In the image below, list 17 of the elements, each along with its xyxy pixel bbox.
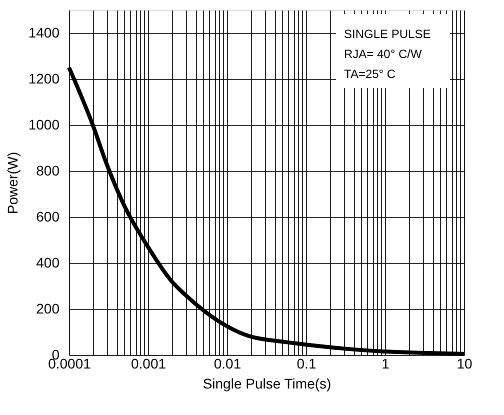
x-axis-title: Single Pulse Time(s) [202, 376, 332, 392]
x-tick-label: 10 [456, 356, 472, 372]
y-axis-title: Power(W) [4, 152, 20, 214]
y-tick-label: 1400 [28, 24, 60, 40]
x-tick-label: 0.001 [130, 356, 166, 372]
y-tick-label: 200 [36, 300, 60, 316]
x-tick-label: 0.1 [296, 356, 316, 372]
y-tick-label: 1200 [28, 70, 60, 86]
annotation: SINGLE PULSE [344, 27, 431, 41]
y-tick-label: 1000 [28, 116, 60, 132]
y-tick-label: 400 [36, 254, 60, 270]
annotation: RJA= 40° C/W [344, 47, 422, 61]
x-tick-label: 1 [382, 356, 390, 372]
y-tick-label: 800 [36, 162, 60, 178]
y-tick-label: 600 [36, 208, 60, 224]
x-tick-label: 0.01 [214, 356, 242, 372]
annotation: TA=25° C [344, 67, 396, 81]
